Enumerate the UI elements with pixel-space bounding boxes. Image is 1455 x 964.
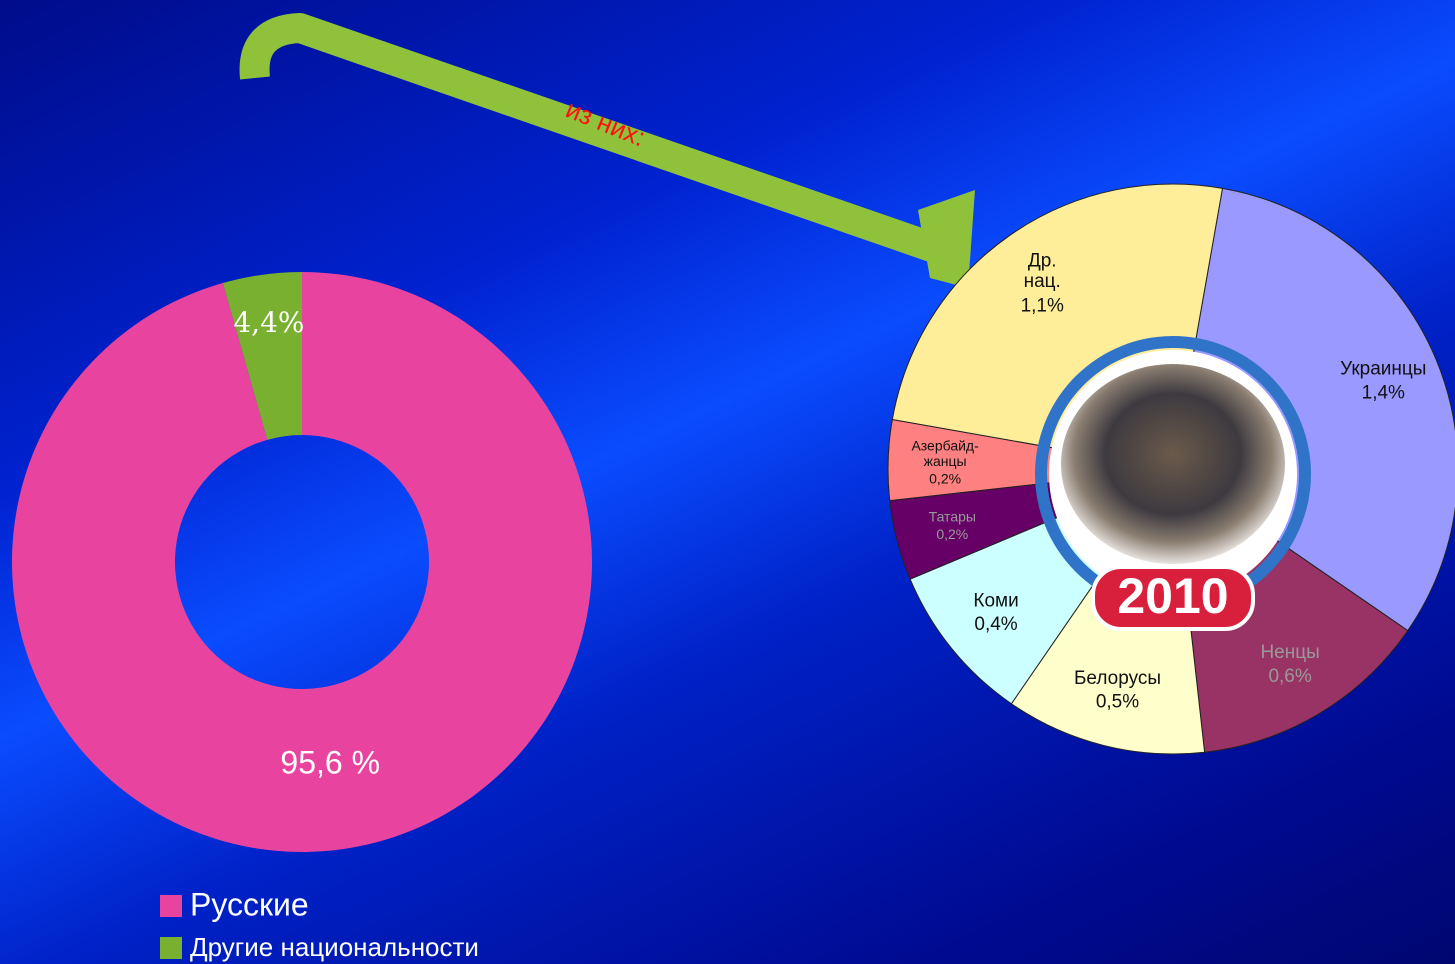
data-label: 0,5% — [1096, 692, 1139, 713]
donut-slice — [222, 272, 302, 440]
legend-label: Русские — [190, 886, 309, 922]
legend-label: Другие национальности — [190, 932, 479, 962]
category-label: Татары — [929, 509, 976, 525]
data-label: 95,6 % — [280, 744, 380, 780]
donut-slice — [11, 272, 592, 852]
data-label: 0,2% — [936, 526, 968, 542]
year-badge — [1091, 565, 1255, 631]
pie-slice — [1172, 187, 1455, 632]
category-label: Украинцы — [1340, 359, 1426, 380]
category-label: Азербайд-жанцы — [911, 437, 979, 468]
category-label: Др. нац. — [1024, 250, 1061, 292]
data-label: 1,4% — [1362, 382, 1405, 403]
data-label: 1,1% — [1021, 295, 1064, 316]
legend-swatch — [160, 937, 182, 959]
category-label: Белорусы — [1074, 668, 1161, 689]
data-label: 0,2% — [929, 470, 961, 486]
year-label: 2010 — [1117, 568, 1228, 624]
crowd-photo — [1061, 364, 1285, 564]
data-label: 0,6% — [1268, 666, 1311, 687]
data-label: 4,4% — [233, 306, 304, 339]
category-label: Ненцы — [1260, 642, 1319, 663]
legend-swatch — [160, 895, 182, 917]
arrow — [239, 13, 975, 288]
data-label: 0,4% — [974, 614, 1017, 635]
category-label: Коми — [973, 590, 1018, 611]
